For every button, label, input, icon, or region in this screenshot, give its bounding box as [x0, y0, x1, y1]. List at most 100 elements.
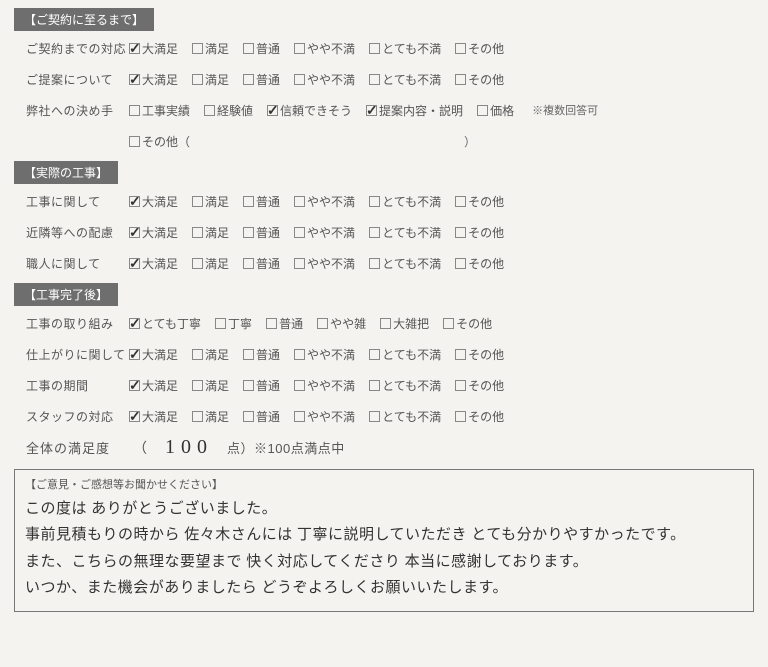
checkbox[interactable]	[455, 349, 466, 360]
checkbox[interactable]	[129, 380, 140, 391]
survey-option[interactable]: 工事実績	[129, 102, 190, 119]
survey-option[interactable]: やや不満	[294, 346, 355, 363]
checkbox[interactable]	[455, 196, 466, 207]
survey-option[interactable]: 満足	[192, 193, 229, 210]
checkbox[interactable]	[129, 258, 140, 269]
survey-option[interactable]: その他	[455, 255, 504, 272]
survey-option[interactable]: 大満足	[129, 255, 178, 272]
checkbox[interactable]	[192, 43, 203, 54]
survey-option[interactable]: 大満足	[129, 346, 178, 363]
checkbox[interactable]	[294, 74, 305, 85]
checkbox[interactable]	[243, 196, 254, 207]
survey-option[interactable]: やや不満	[294, 377, 355, 394]
survey-option[interactable]: 価格	[477, 102, 514, 119]
survey-option[interactable]: 大満足	[129, 224, 178, 241]
checkbox[interactable]	[192, 227, 203, 238]
survey-option[interactable]: その他	[455, 40, 504, 57]
checkbox[interactable]	[317, 318, 328, 329]
survey-option[interactable]: その他	[455, 408, 504, 425]
checkbox[interactable]	[294, 258, 305, 269]
checkbox[interactable]	[129, 105, 140, 116]
survey-option[interactable]: その他	[455, 224, 504, 241]
survey-option[interactable]: 普通	[243, 40, 280, 57]
checkbox[interactable]	[455, 380, 466, 391]
checkbox[interactable]	[192, 258, 203, 269]
checkbox[interactable]	[192, 380, 203, 391]
checkbox[interactable]	[294, 380, 305, 391]
checkbox[interactable]	[129, 349, 140, 360]
survey-option[interactable]: 普通	[266, 315, 303, 332]
survey-option[interactable]: その他	[455, 193, 504, 210]
survey-option[interactable]: 提案内容・説明	[366, 102, 463, 119]
checkbox[interactable]	[369, 349, 380, 360]
checkbox[interactable]	[243, 258, 254, 269]
checkbox[interactable]	[369, 411, 380, 422]
checkbox[interactable]	[129, 196, 140, 207]
survey-option[interactable]: 大満足	[129, 193, 178, 210]
checkbox[interactable]	[243, 411, 254, 422]
survey-option[interactable]: 大満足	[129, 71, 178, 88]
survey-option[interactable]: 普通	[243, 255, 280, 272]
checkbox[interactable]	[129, 318, 140, 329]
checkbox[interactable]	[192, 74, 203, 85]
checkbox[interactable]	[294, 196, 305, 207]
survey-option[interactable]: 満足	[192, 408, 229, 425]
survey-option[interactable]: 満足	[192, 71, 229, 88]
survey-option[interactable]: 満足	[192, 40, 229, 57]
checkbox[interactable]	[369, 43, 380, 54]
survey-option[interactable]: 満足	[192, 255, 229, 272]
checkbox[interactable]	[129, 227, 140, 238]
survey-option[interactable]: 普通	[243, 408, 280, 425]
survey-option[interactable]: その他	[443, 315, 492, 332]
checkbox[interactable]	[243, 227, 254, 238]
checkbox[interactable]	[215, 318, 226, 329]
survey-option[interactable]: とても不満	[369, 71, 441, 88]
survey-option[interactable]: とても不満	[369, 40, 441, 57]
survey-option[interactable]: 満足	[192, 377, 229, 394]
checkbox[interactable]	[243, 74, 254, 85]
survey-option[interactable]: とても丁寧	[129, 315, 201, 332]
checkbox[interactable]	[243, 380, 254, 391]
survey-option[interactable]: 普通	[243, 346, 280, 363]
checkbox[interactable]	[243, 349, 254, 360]
checkbox[interactable]	[455, 227, 466, 238]
checkbox[interactable]	[243, 43, 254, 54]
checkbox[interactable]	[204, 105, 215, 116]
checkbox[interactable]	[455, 74, 466, 85]
survey-option[interactable]: 大雑把	[380, 315, 429, 332]
survey-option[interactable]: 丁寧	[215, 315, 252, 332]
survey-option[interactable]: 大満足	[129, 40, 178, 57]
survey-option[interactable]: 普通	[243, 377, 280, 394]
checkbox[interactable]	[129, 43, 140, 54]
checkbox[interactable]	[294, 43, 305, 54]
checkbox[interactable]	[294, 227, 305, 238]
survey-option[interactable]: 普通	[243, 193, 280, 210]
checkbox[interactable]	[369, 258, 380, 269]
survey-option[interactable]: やや不満	[294, 71, 355, 88]
survey-option[interactable]: 信頼できそう	[267, 102, 352, 119]
survey-option[interactable]: とても不満	[369, 224, 441, 241]
checkbox[interactable]	[455, 258, 466, 269]
survey-option[interactable]: 満足	[192, 224, 229, 241]
checkbox[interactable]	[266, 318, 277, 329]
survey-option[interactable]: やや雑	[317, 315, 366, 332]
survey-option[interactable]: その他	[455, 377, 504, 394]
checkbox[interactable]	[455, 43, 466, 54]
survey-option[interactable]: 大満足	[129, 377, 178, 394]
checkbox[interactable]	[455, 411, 466, 422]
checkbox[interactable]	[366, 105, 377, 116]
survey-option[interactable]: とても不満	[369, 377, 441, 394]
survey-option[interactable]: 経験値	[204, 102, 253, 119]
checkbox[interactable]	[443, 318, 454, 329]
checkbox[interactable]	[380, 318, 391, 329]
checkbox[interactable]	[369, 196, 380, 207]
checkbox[interactable]	[129, 136, 140, 147]
checkbox[interactable]	[369, 74, 380, 85]
survey-option[interactable]: やや不満	[294, 255, 355, 272]
survey-option[interactable]: 普通	[243, 224, 280, 241]
checkbox[interactable]	[369, 380, 380, 391]
checkbox[interactable]	[192, 411, 203, 422]
survey-option[interactable]: やや不満	[294, 193, 355, 210]
survey-option[interactable]: とても不満	[369, 346, 441, 363]
survey-option[interactable]: その他	[455, 346, 504, 363]
